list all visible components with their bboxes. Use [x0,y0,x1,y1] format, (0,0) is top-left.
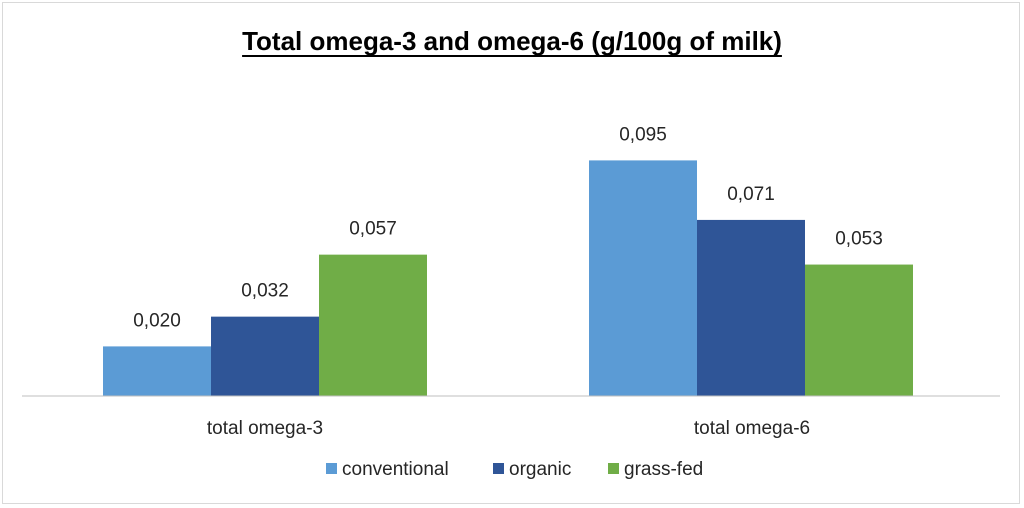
chart-title: Total omega-3 and omega-6 (g/100g of mil… [242,26,782,56]
data-labels-group: 0,020 0,032 0,057 0,095 0,071 0,053 [133,124,883,331]
bar-grass-fed-2 [805,264,913,396]
data-label-conventional-2: 0,095 [619,124,667,145]
legend: conventional organic grass-fed [326,459,703,480]
bar-conventional-2 [589,160,697,396]
category-label-2: total omega-6 [694,418,810,439]
bars-group [103,160,913,396]
legend-swatch-grass-fed [608,463,619,474]
bar-organic-2 [697,219,805,396]
legend-swatch-conventional [326,463,337,474]
category-label-1: total omega-3 [207,418,323,439]
data-label-grass-fed-2: 0,053 [835,229,883,250]
data-label-grass-fed-1: 0,057 [349,219,397,240]
bar-grass-fed-1 [319,254,427,396]
bar-conventional-1 [103,346,211,396]
legend-label-grass-fed: grass-fed [624,459,703,480]
data-label-organic-1: 0,032 [241,281,289,302]
category-labels-group: total omega-3 total omega-6 [207,418,810,439]
data-label-organic-2: 0,071 [727,184,775,205]
bar-organic-1 [211,316,319,396]
legend-swatch-organic [493,463,504,474]
legend-label-conventional: conventional [342,459,449,480]
legend-label-organic: organic [509,459,571,480]
data-label-conventional-1: 0,020 [133,310,181,331]
